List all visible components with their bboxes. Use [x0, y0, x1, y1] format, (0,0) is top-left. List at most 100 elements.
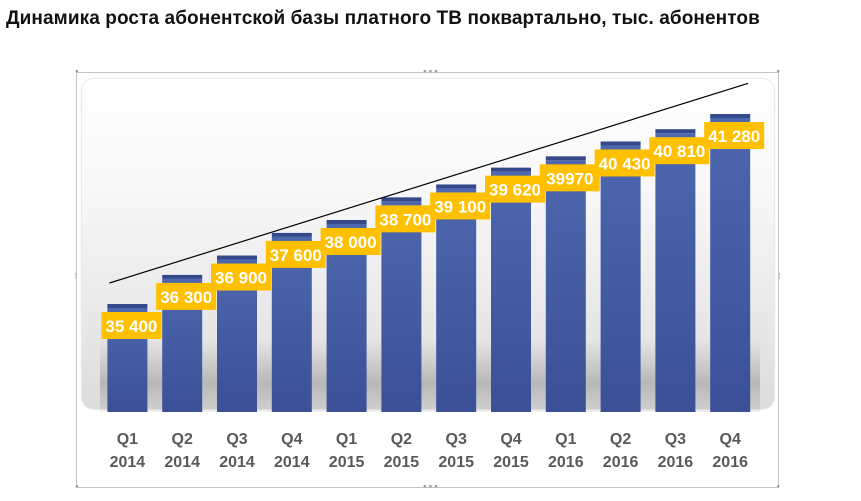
data-label-bg [430, 192, 491, 220]
x-tick-label-quarter: Q3 [665, 431, 686, 448]
x-tick-label-year: 2014 [110, 454, 146, 471]
x-tick-label-year: 2014 [164, 454, 200, 471]
data-label-text: 36 900 [215, 269, 267, 288]
data-label-text: 39 100 [434, 197, 486, 216]
data-label-4: 37 600 [265, 240, 326, 268]
x-tick-label-quarter: Q2 [610, 431, 631, 448]
data-label-text: 37 600 [270, 246, 322, 265]
x-tick-label-quarter: Q1 [555, 431, 576, 448]
x-tick-label-year: 2016 [658, 454, 694, 471]
bar-6[interactable] [381, 197, 422, 412]
data-label-6: 38 700 [375, 205, 436, 233]
bar-8[interactable] [491, 167, 531, 412]
bar-body [491, 171, 531, 412]
bar-cap [491, 167, 531, 172]
data-label-text: 36 300 [160, 288, 212, 307]
bar-9[interactable] [545, 156, 586, 412]
resize-handle-top[interactable]: ∙∙∙ [422, 67, 439, 77]
x-tick-label-year: 2016 [712, 454, 748, 471]
data-label-bg [156, 282, 217, 310]
data-label-bg [594, 149, 655, 177]
bar-10[interactable] [600, 141, 641, 412]
x-tick-label-quarter: Q2 [391, 431, 412, 448]
data-label-12: 41 280 [704, 122, 765, 149]
chart-title: Динамика роста абонентской базы платного… [6, 8, 760, 29]
bar-cap [107, 304, 148, 308]
data-label-text: 39 620 [489, 181, 541, 200]
x-tick-label-quarter: Q3 [226, 431, 247, 448]
resize-handle-bottom-left[interactable]: ∙ [74, 482, 80, 492]
data-label-bg [649, 137, 710, 165]
resize-handle-bottom-right[interactable]: ∙ [775, 482, 781, 492]
x-tick-label-year: 2016 [548, 454, 584, 471]
data-label-5: 38 000 [320, 227, 381, 255]
data-label-1: 35 400 [101, 312, 162, 339]
x-tick-label-quarter: Q1 [336, 431, 357, 448]
bar-cap [326, 219, 367, 224]
x-tick-label-quarter: Q4 [500, 431, 521, 448]
data-label-7: 39 100 [430, 192, 491, 220]
x-tick-label-year: 2014 [219, 454, 255, 471]
x-tick-label-year: 2015 [438, 454, 474, 471]
bar-body [655, 133, 696, 412]
x-tick-label-quarter: Q3 [446, 431, 467, 448]
data-label-text: 39970 [546, 169, 593, 188]
data-label-8: 39 620 [485, 175, 545, 203]
bar-5[interactable] [326, 219, 367, 412]
x-tick-label-year: 2015 [329, 454, 365, 471]
resize-handle-top-right[interactable]: ∙ [775, 67, 781, 77]
resize-handle-bottom[interactable]: ∙∙∙ [422, 482, 439, 492]
x-tick-label-year: 2015 [493, 454, 529, 471]
bar-cap [162, 274, 203, 279]
data-label-text: 40 810 [653, 142, 705, 161]
x-tick-label-year: 2015 [384, 454, 420, 471]
data-label-2: 36 300 [156, 282, 217, 310]
data-label-bg [101, 312, 162, 339]
bar-cap [436, 184, 477, 189]
bar-cap [271, 232, 312, 237]
bar-cap [655, 129, 696, 134]
data-label-11: 40 810 [649, 137, 710, 165]
x-tick-label-year: 2014 [274, 454, 310, 471]
data-label-bg [211, 263, 271, 291]
bar-cap [710, 114, 751, 118]
bar-body [710, 118, 751, 412]
x-tick-label-quarter: Q1 [117, 431, 138, 448]
data-label-bg [704, 122, 765, 149]
bar-body [381, 201, 422, 412]
bar-cap [217, 255, 257, 260]
data-label-10: 40 430 [594, 149, 655, 177]
bar-cap [545, 156, 586, 161]
data-label-9: 39970 [539, 164, 600, 192]
data-label-bg [265, 240, 326, 268]
bar-12[interactable] [710, 114, 751, 412]
x-tick-label-year: 2016 [603, 454, 639, 471]
data-label-text: 40 430 [599, 154, 651, 173]
data-label-bg [320, 227, 381, 255]
bar-body [545, 160, 586, 412]
bar-11[interactable] [655, 129, 696, 412]
resize-handle-top-left[interactable]: ∙ [74, 67, 80, 77]
x-tick-label-quarter: Q2 [172, 431, 193, 448]
data-label-text: 38 700 [379, 210, 431, 229]
data-label-bg [539, 164, 600, 192]
resize-handle-right[interactable]: ⁝ [778, 272, 781, 282]
data-label-text: 41 280 [708, 127, 760, 146]
x-tick-label-quarter: Q4 [281, 431, 302, 448]
bar-cap [381, 197, 422, 202]
data-label-bg [375, 205, 436, 233]
trendline[interactable] [109, 82, 749, 284]
data-label-bg [485, 175, 545, 203]
data-label-3: 36 900 [211, 263, 271, 291]
bar-7[interactable] [436, 184, 477, 412]
data-label-text: 38 000 [325, 233, 377, 252]
floor-shadow [100, 340, 760, 412]
resize-handle-left[interactable]: ⁝ [74, 272, 77, 282]
bar-body [436, 188, 477, 412]
bar-body [600, 145, 641, 412]
bar-body [326, 223, 367, 412]
x-tick-label-quarter: Q4 [720, 431, 741, 448]
bar-cap [600, 141, 641, 146]
data-label-text: 35 400 [105, 317, 157, 336]
